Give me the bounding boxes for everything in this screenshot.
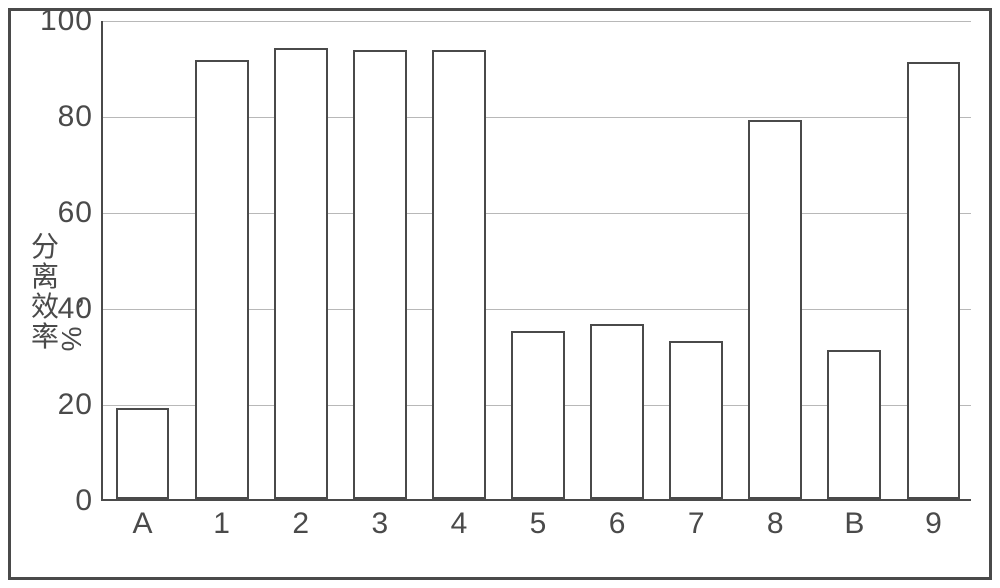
x-tick-label: 7 <box>688 499 705 541</box>
bar <box>116 408 170 499</box>
x-tick-label: 6 <box>609 499 626 541</box>
x-tick-label: 2 <box>292 499 309 541</box>
bar <box>669 341 723 499</box>
x-tick-label: 3 <box>371 499 388 541</box>
y-tick-label: 60 <box>58 196 103 230</box>
x-tick-label: 9 <box>925 499 942 541</box>
y-tick-label: 40 <box>58 292 103 326</box>
x-tick-label: 1 <box>213 499 230 541</box>
chart-area: 020406080100A12345678B9 <box>101 21 971 501</box>
bar <box>590 324 644 499</box>
bar <box>748 120 802 499</box>
bar <box>353 50 407 499</box>
plot-region: 020406080100A12345678B9 <box>101 21 971 501</box>
y-tick-label: 80 <box>58 100 103 134</box>
bar <box>511 331 565 499</box>
y-tick-label: 20 <box>58 388 103 422</box>
bar <box>274 48 328 499</box>
x-tick-label: B <box>844 499 864 541</box>
x-tick-label: 8 <box>767 499 784 541</box>
x-tick-label: A <box>133 499 153 541</box>
y-tick-label: 100 <box>40 4 103 38</box>
y-tick-label: 0 <box>75 484 103 518</box>
bar <box>432 50 486 499</box>
chart-frame: 分离效率，% 020406080100A12345678B9 <box>8 8 992 580</box>
x-tick-label: 5 <box>530 499 547 541</box>
y-axis-label-main: 分离效率 <box>29 232 57 352</box>
bar <box>195 60 249 499</box>
x-tick-label: 4 <box>451 499 468 541</box>
bar <box>827 350 881 499</box>
gridline <box>103 21 971 22</box>
bar <box>907 62 961 499</box>
